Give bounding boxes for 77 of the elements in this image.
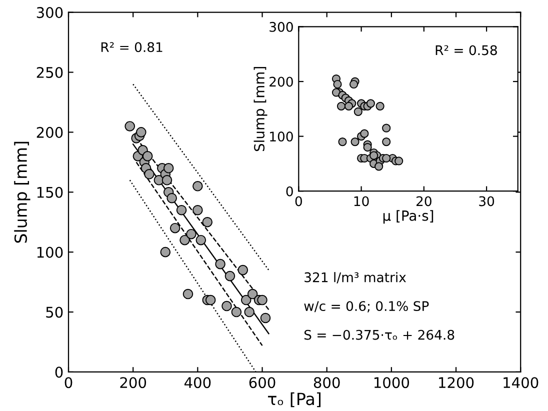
point	[163, 163, 174, 174]
point	[192, 204, 203, 216]
x-axis-title: μ [Pa·s]	[383, 210, 434, 224]
x-tick-label: 800	[314, 377, 340, 388]
point	[136, 127, 146, 138]
point	[182, 288, 194, 300]
y-tick-label: 200	[36, 126, 63, 138]
point	[382, 154, 391, 163]
point	[366, 99, 375, 108]
point	[202, 216, 213, 228]
y-tick-label: 50	[46, 306, 63, 318]
point	[224, 270, 236, 282]
point	[180, 234, 190, 246]
y-axis-title: Slump [mm]	[254, 67, 268, 152]
point	[196, 234, 206, 246]
point	[257, 294, 268, 306]
y-tick-label: 150	[37, 186, 63, 198]
x-tick-label: 0	[295, 196, 302, 206]
x-tick-label: 1000	[374, 377, 410, 388]
point	[260, 312, 271, 324]
point	[162, 175, 172, 186]
point	[238, 264, 248, 276]
point	[350, 138, 360, 146]
point	[382, 138, 391, 146]
x-tick-label: 1400	[504, 377, 538, 388]
point	[240, 294, 252, 306]
point	[370, 151, 378, 160]
point	[376, 102, 384, 110]
annotation: S = −0.375·τₒ + 264.8	[304, 330, 454, 340]
point	[349, 80, 358, 89]
point	[192, 181, 203, 192]
annotation: R² = 0.58	[436, 45, 497, 56]
y-tick-label: 0	[286, 186, 293, 196]
point	[124, 121, 135, 132]
point	[205, 294, 216, 306]
point	[170, 222, 180, 234]
x-tick-label: 30	[479, 196, 494, 206]
point	[336, 102, 346, 110]
y-tick-label: 250	[36, 66, 63, 78]
point	[344, 102, 354, 110]
point	[333, 80, 342, 89]
point	[176, 204, 187, 216]
x-tick-label: 10	[354, 196, 369, 206]
point	[394, 156, 404, 166]
point	[247, 288, 258, 300]
x-tick-label: 20	[416, 196, 432, 206]
annotation: 321 l/m³ matrix	[304, 272, 406, 284]
x-tick-label: 200	[120, 377, 146, 388]
point	[354, 107, 362, 116]
point	[142, 151, 153, 162]
y-tick-label: 300	[36, 7, 63, 18]
y-tick-label: 0	[55, 366, 63, 378]
y-tick-label: 100	[37, 246, 63, 258]
point	[222, 300, 232, 312]
point	[166, 192, 177, 204]
point	[144, 169, 154, 180]
y-tick-label: 300	[270, 22, 293, 32]
x-tick-label: 0	[64, 377, 72, 388]
point	[360, 129, 369, 138]
point	[231, 306, 242, 318]
y-tick-label: 200	[270, 76, 293, 87]
point	[215, 258, 226, 270]
point	[160, 246, 171, 258]
point	[374, 162, 384, 171]
x-tick-label: 400	[184, 377, 211, 388]
annotation: w/c = 0.6; 0.1% SP	[304, 301, 429, 312]
annotation: R² = 0.81	[101, 42, 162, 52]
point	[382, 124, 391, 132]
x-tick-label: 600	[249, 377, 276, 388]
y-axis-title: Slump [mm]	[14, 142, 30, 243]
point	[186, 228, 196, 240]
x-axis-title: τₒ [Pa]	[268, 392, 320, 408]
y-tick-label: 100	[270, 132, 293, 142]
point	[244, 306, 254, 318]
point	[363, 142, 372, 152]
x-tick-label: 1200	[439, 377, 474, 388]
point	[338, 138, 347, 146]
